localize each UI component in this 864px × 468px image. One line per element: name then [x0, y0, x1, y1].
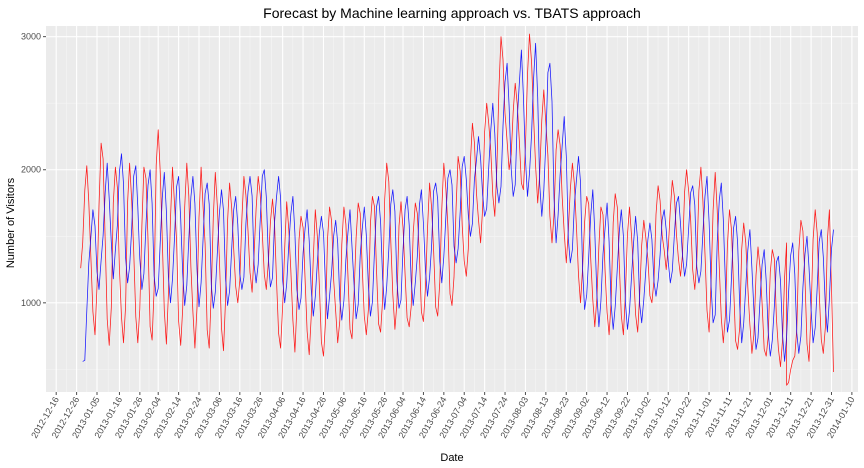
y-axis-title: Number of Visitors: [5, 177, 17, 268]
series-line-1: [80, 33, 834, 386]
y-axis: 1000 2000 3000: [21, 32, 46, 308]
series-line-2: [82, 42, 834, 362]
chart-title: Forecast by Machine learning approach vs…: [263, 5, 641, 21]
x-axis: 2012-12-162012-12-262013-01-052013-01-16…: [29, 392, 857, 440]
y-tick-label: 2000: [21, 165, 41, 175]
series-layer: [80, 33, 834, 386]
plot-panel: [46, 26, 858, 392]
grid-major: [46, 26, 858, 392]
y-tick-label: 1000: [21, 298, 41, 308]
x-axis-title: Date: [440, 452, 463, 464]
y-tick-label: 3000: [21, 32, 41, 42]
